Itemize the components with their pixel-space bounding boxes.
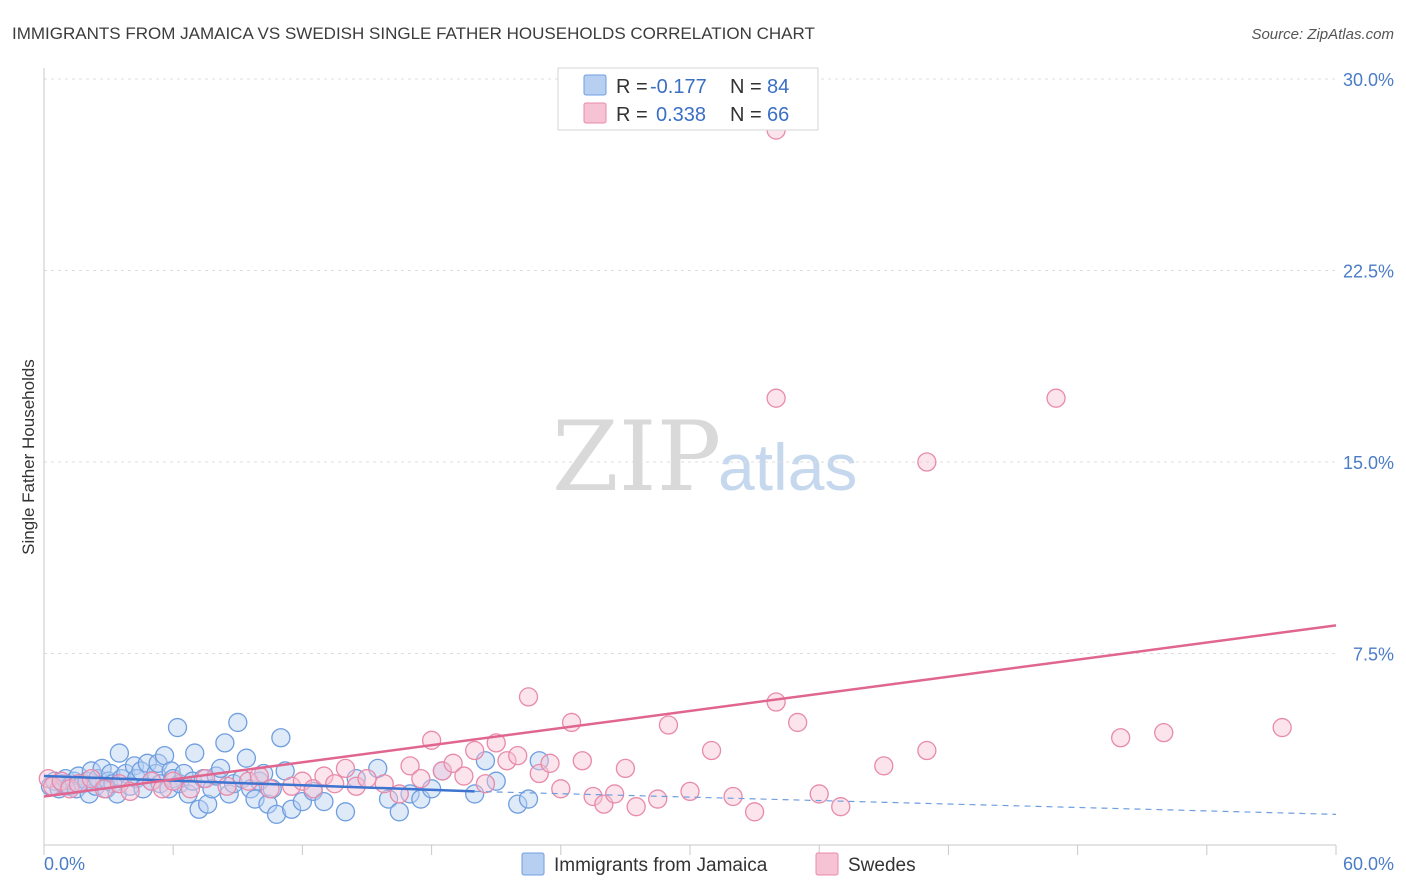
series-legend-swatch-jamaica: [521, 852, 545, 876]
legend-swatch-swedes: [583, 102, 607, 124]
point-swedes: [238, 771, 259, 791]
point-jamaica: [167, 717, 188, 738]
trend-line-jamaica-extrapolated: [474, 790, 1337, 815]
trend-line-swedes: [43, 624, 1337, 798]
gridlines: [44, 78, 1336, 654]
point-swedes: [648, 789, 668, 809]
point-jamaica: [518, 789, 539, 809]
point-swedes: [465, 740, 485, 761]
y-tick-label: 7.5%: [1353, 645, 1394, 665]
point-swedes: [217, 776, 237, 796]
legend-n-label-2: N =: [730, 104, 762, 126]
y-axis-label: Single Father Households: [19, 359, 38, 555]
trend-line-jamaica: [43, 774, 475, 793]
point-swedes: [1154, 723, 1174, 743]
point-swedes: [1111, 728, 1131, 748]
legend-r-value-2: 0.338: [656, 104, 706, 126]
point-swedes: [701, 740, 722, 761]
point-swedes: [1272, 717, 1292, 738]
point-swedes: [518, 687, 539, 707]
legend-n-value-1: 84: [767, 76, 789, 98]
point-jamaica: [202, 779, 222, 799]
watermark: ZIP atlas: [552, 401, 857, 513]
point-swedes: [411, 768, 431, 789]
point-swedes: [680, 781, 700, 802]
legend-n-value-2: 66: [767, 104, 789, 126]
point-swedes: [180, 779, 201, 799]
point-swedes: [809, 784, 829, 804]
point-swedes: [744, 802, 765, 822]
point-jamaica: [281, 799, 302, 819]
x-tick-label: 0.0%: [44, 854, 85, 874]
point-swedes: [400, 756, 420, 776]
y-tick-label: 30.0%: [1343, 70, 1394, 90]
point-swedes: [572, 751, 592, 771]
point-swedes: [917, 740, 937, 761]
point-jamaica: [335, 802, 356, 822]
point-swedes: [561, 712, 582, 733]
point-jamaica: [219, 784, 239, 804]
point-jamaica: [185, 743, 205, 763]
point-swedes: [615, 758, 636, 779]
point-swedes: [508, 745, 528, 766]
point-swedes: [874, 756, 894, 776]
point-swedes: [1046, 388, 1066, 408]
point-swedes: [540, 753, 560, 773]
y-tick-label: 15.0%: [1343, 453, 1394, 473]
point-swedes: [723, 786, 743, 807]
legend-n-label-1: N =: [730, 76, 762, 98]
y-tick-label: 22.5%: [1343, 262, 1394, 282]
point-jamaica: [266, 804, 287, 825]
point-jamaica: [236, 748, 257, 768]
legend-r-label-2: R =: [616, 104, 648, 126]
point-jamaica: [271, 728, 291, 748]
point-swedes: [497, 751, 517, 771]
point-jamaica: [109, 743, 130, 763]
point-jamaica: [198, 794, 218, 814]
y-tick-labels: 7.5% 15.0% 22.5% 30.0%: [1343, 70, 1394, 665]
series-legend-label-jamaica: Immigrants from Jamaica: [554, 855, 768, 876]
point-jamaica: [314, 791, 334, 812]
watermark-zip: ZIP: [552, 401, 721, 513]
series-legend: Immigrants from Jamaica Swedes: [521, 852, 916, 876]
point-jamaica: [508, 794, 528, 814]
point-swedes: [260, 779, 280, 799]
point-swedes: [917, 452, 937, 472]
point-swedes: [766, 388, 786, 408]
trend-lines: [43, 624, 1337, 815]
chart-title: IMMIGRANTS FROM JAMAICA VS SWEDISH SINGL…: [12, 24, 815, 43]
point-jamaica: [228, 712, 248, 733]
point-swedes: [325, 774, 345, 794]
point-swedes: [335, 758, 356, 779]
point-jamaica: [378, 789, 399, 809]
point-swedes: [432, 761, 453, 781]
watermark-atlas: atlas: [718, 430, 857, 504]
point-swedes: [831, 797, 851, 817]
point-swedes: [583, 786, 603, 807]
stats-legend: R = -0.177 N = 84 R = 0.338 N = 66: [557, 67, 819, 131]
point-swedes: [551, 779, 571, 799]
axes: [43, 68, 1337, 855]
point-jamaica: [215, 733, 235, 753]
x-tick-label: 60.0%: [1343, 854, 1394, 874]
legend-swatch-jamaica: [583, 74, 607, 96]
point-swedes: [788, 712, 808, 733]
point-swedes: [454, 766, 474, 786]
point-swedes: [658, 715, 679, 735]
x-tick-labels: 0.0% 60.0%: [44, 854, 1394, 874]
point-swedes: [443, 753, 463, 773]
point-swedes: [626, 797, 646, 817]
legend-r-label-1: R =: [616, 76, 648, 98]
series-legend-swatch-swedes: [815, 852, 839, 876]
chart-source: Source: ZipAtlas.com: [1251, 26, 1394, 43]
point-swedes: [604, 784, 625, 804]
point-swedes: [195, 768, 216, 789]
point-swedes: [766, 692, 786, 712]
point-jamaica: [389, 802, 409, 822]
legend-r-value-1: -0.177: [650, 76, 707, 98]
point-swedes: [357, 768, 377, 789]
point-swedes: [475, 774, 496, 794]
series-legend-label-swedes: Swedes: [848, 855, 916, 876]
